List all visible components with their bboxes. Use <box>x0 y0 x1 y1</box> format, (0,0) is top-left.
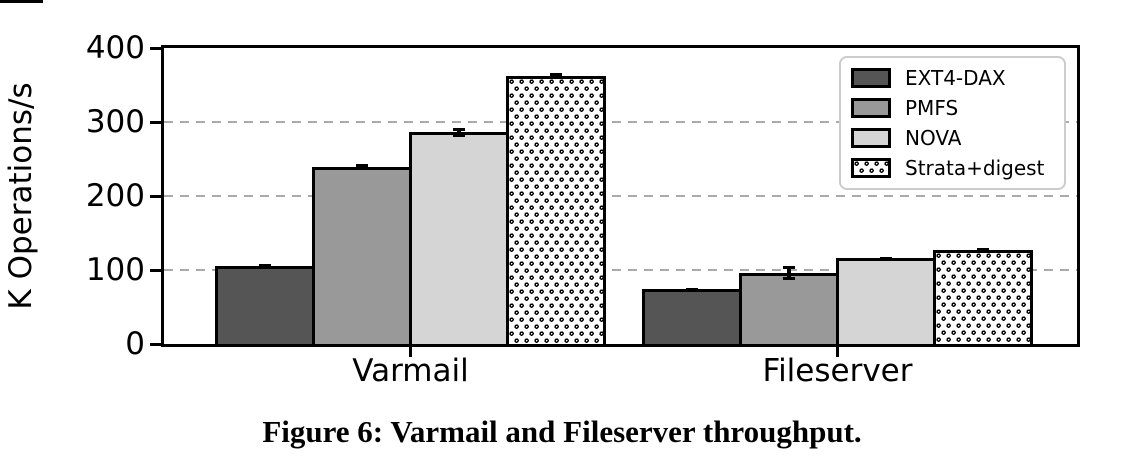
x-tick-label-fileserver: Fileserver <box>762 353 913 389</box>
errorbar-cap-fileserver-ext4-dax-low <box>686 287 698 291</box>
errorbar-cap-varmail-pmfs-low <box>356 167 368 171</box>
y-tick-label-0: 0 <box>125 326 145 362</box>
y-tick-300 <box>150 120 161 124</box>
bar-varmail-strata-digest <box>506 76 606 344</box>
errorbar-cap-varmail-ext4-dax-low <box>259 265 271 269</box>
bar-fileserver-strata-digest <box>933 250 1033 344</box>
errorbar-cap-fileserver-nova-low <box>880 256 892 260</box>
errorbar-cap-fileserver-pmfs-low <box>783 276 795 280</box>
bar-fileserver-ext4-dax <box>642 289 742 344</box>
gridline-300 <box>164 121 1077 123</box>
y-tick-label-300: 300 <box>85 104 145 140</box>
legend-swatch-ext4-dax <box>851 68 891 88</box>
errorbar-cap-varmail-pmfs-high <box>356 164 368 168</box>
y-tick-0 <box>150 342 161 346</box>
y-tick-200 <box>150 194 161 198</box>
plot-area <box>161 45 1080 347</box>
stray-mark <box>0 0 43 3</box>
legend-item-ext4-dax: EXT4-DAX <box>851 66 1054 90</box>
errorbar-cap-varmail-nova-high <box>453 127 465 131</box>
bar-fileserver-pmfs <box>739 272 839 344</box>
errorbar-cap-fileserver-pmfs-high <box>783 266 795 270</box>
legend: EXT4-DAX PMFS NOVA Strata+digest <box>839 56 1066 190</box>
legend-label-ext4-dax: EXT4-DAX <box>905 66 1006 90</box>
x-tick-fileserver <box>836 346 839 357</box>
legend-item-pmfs: PMFS <box>851 96 1054 120</box>
bar-varmail-nova <box>409 132 509 344</box>
bar-varmail-pmfs <box>312 167 412 344</box>
gridline-100 <box>164 269 1077 271</box>
errorbar-cap-fileserver-strata-digest-low <box>977 249 989 253</box>
errorbar-cap-varmail-strata-digest-low <box>550 76 562 80</box>
errorbar-cap-varmail-nova-low <box>453 133 465 137</box>
y-tick-100 <box>150 268 161 272</box>
legend-swatch-pmfs <box>851 98 891 118</box>
legend-item-nova: NOVA <box>851 126 1054 150</box>
errorbar-cap-varmail-strata-digest-high <box>550 73 562 77</box>
gridline-200 <box>164 195 1077 197</box>
errorbar-varmail-nova <box>457 127 461 137</box>
legend-label-nova: NOVA <box>905 126 962 150</box>
y-tick-label-400: 400 <box>85 30 145 66</box>
bar-fileserver-nova <box>836 258 936 344</box>
y-tick-label-200: 200 <box>85 178 145 214</box>
y-tick-400 <box>150 46 161 50</box>
legend-item-strata-digest: Strata+digest <box>851 156 1054 180</box>
errorbar-fileserver-pmfs <box>787 266 791 280</box>
legend-swatch-strata-digest <box>851 158 891 178</box>
x-tick-varmail <box>409 346 412 357</box>
bar-varmail-ext4-dax <box>215 266 315 344</box>
x-tick-label-varmail: Varmail <box>352 353 469 389</box>
y-tick-label-100: 100 <box>85 252 145 288</box>
legend-label-strata-digest: Strata+digest <box>905 156 1045 180</box>
figure-caption: Figure 6: Varmail and Fileserver through… <box>262 414 862 449</box>
legend-label-pmfs: PMFS <box>905 96 959 120</box>
legend-swatch-nova <box>851 128 891 148</box>
